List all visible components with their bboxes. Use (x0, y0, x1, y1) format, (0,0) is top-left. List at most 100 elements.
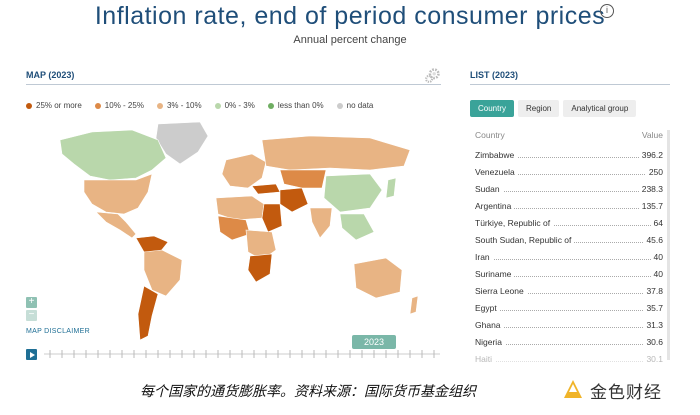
legend-dot (156, 102, 163, 109)
row-country: Sudan (475, 184, 503, 194)
row-value: 30.1 (643, 354, 663, 364)
row-value: 45.6 (643, 235, 663, 245)
legend-item-10-25[interactable]: 10% - 25% (94, 101, 144, 110)
list-item[interactable]: Egypt 35.7 (475, 301, 663, 318)
legend-item-no-data[interactable]: no data (336, 101, 374, 110)
list-item[interactable]: Venezuela 250 (475, 165, 663, 182)
map-region-iran (279, 187, 309, 213)
map-region-india (309, 207, 333, 239)
row-value: 396.2 (638, 150, 663, 160)
world-map[interactable] (40, 118, 440, 348)
row-country: Egypt (475, 303, 500, 313)
map-region-venezuela (135, 235, 169, 253)
list-heading-divider (470, 84, 670, 85)
column-header-value[interactable]: Value (641, 130, 663, 140)
map-region-central-asia (279, 169, 327, 189)
row-country: South Sudan, Republic of (475, 235, 575, 245)
row-value: 135.7 (638, 201, 663, 211)
legend-item-25-plus[interactable]: 25% or more (26, 101, 82, 110)
row-country: Nigeria (475, 337, 505, 347)
row-country: Türkiye, Republic of (475, 218, 554, 228)
zoom-in-button[interactable]: + (26, 297, 37, 308)
map-region-se-asia (339, 213, 375, 241)
row-country: Suriname (475, 269, 515, 279)
selected-year-badge[interactable]: 2023 (352, 335, 396, 349)
zoom-out-button[interactable]: − (26, 310, 37, 321)
country-list: Zimbabwe 396.2 Venezuela 250 Sudan 238.3 Ar… (475, 148, 663, 369)
page-subtitle: Annual percent change (293, 34, 407, 46)
row-value: 31.3 (643, 320, 663, 330)
page-title: Inflation rate, end of period consumer p… (94, 2, 606, 30)
list-item[interactable]: Argentina 135.7 (475, 199, 663, 216)
map-region-europe (221, 153, 267, 189)
column-header-country[interactable]: Country (475, 130, 505, 140)
legend-dot (94, 102, 101, 109)
map-region-argentina (137, 285, 159, 341)
row-value: 64 (650, 218, 663, 228)
map-legend: 25% or more 10% - 25% 3% - 10% 0% - 3% l… (26, 101, 373, 110)
map-heading-divider (26, 84, 441, 85)
row-country: Haiti (475, 354, 496, 364)
list-heading: LIST (2023) (470, 70, 519, 80)
row-country: Iran (475, 252, 493, 262)
list-item[interactable]: South Sudan, Republic of 45.6 (475, 233, 663, 250)
list-tabs: Country Region Analytical group (470, 100, 637, 117)
list-item[interactable]: Haiti 30.1 (475, 352, 663, 369)
tab-region[interactable]: Region (518, 100, 560, 117)
legend-item-negative[interactable]: less than 0% (267, 101, 324, 110)
map-region-russia (261, 135, 411, 171)
play-icon[interactable] (26, 349, 37, 360)
info-icon[interactable]: i (600, 4, 614, 18)
row-value: 30.6 (643, 337, 663, 347)
map-region-brazil (143, 249, 183, 297)
row-value: 37.8 (643, 286, 663, 296)
map-region-usa (83, 173, 153, 215)
tab-analytical-group[interactable]: Analytical group (563, 100, 637, 117)
legend-dot (336, 102, 343, 109)
map-region-turkey (251, 183, 281, 195)
map-region-china (323, 173, 383, 213)
list-item[interactable]: Sierra Leone 37.8 (475, 284, 663, 301)
list-item[interactable]: Zimbabwe 396.2 (475, 148, 663, 165)
map-region-japan (385, 177, 397, 199)
list-item[interactable]: Türkiye, Republic of 64 (475, 216, 663, 233)
map-region-north-africa (215, 195, 265, 221)
map-region-australia (353, 257, 403, 299)
legend-item-3-10[interactable]: 3% - 10% (156, 101, 202, 110)
list-item[interactable]: Ghana 31.3 (475, 318, 663, 335)
caption-text: 每个国家的通货膨胀率。资料来源：国际货币基金组织 (140, 384, 476, 400)
legend-dot (214, 102, 221, 109)
row-country: Venezuela (475, 167, 518, 177)
list-item[interactable]: Iran 40 (475, 250, 663, 267)
year-timeline-slider[interactable] (44, 348, 440, 360)
row-value: 250 (645, 167, 663, 177)
legend-label: 3% - 10% (166, 101, 202, 110)
map-region-new-zealand (409, 295, 419, 315)
legend-label: 25% or more (36, 101, 82, 110)
map-heading: MAP (2023) (26, 70, 75, 80)
map-region-mexico (95, 211, 137, 239)
row-country: Zimbabwe (475, 150, 518, 160)
legend-label: no data (346, 101, 374, 110)
caption-band (0, 364, 700, 415)
map-region-southern-africa (247, 253, 273, 283)
map-region-canada (59, 129, 167, 181)
row-value: 35.7 (643, 303, 663, 313)
map-region-west-africa (217, 215, 251, 241)
row-country: Argentina (475, 201, 515, 211)
legend-item-0-3[interactable]: 0% - 3% (214, 101, 255, 110)
list-item[interactable]: Nigeria 30.6 (475, 335, 663, 352)
legend-label: less than 0% (277, 101, 324, 110)
gear-icon[interactable] (424, 67, 441, 84)
tab-country[interactable]: Country (470, 100, 515, 117)
row-value: 40 (650, 252, 663, 262)
list-item[interactable]: Suriname 40 (475, 267, 663, 284)
list-item[interactable]: Sudan 238.3 (475, 182, 663, 199)
map-disclaimer-link[interactable]: MAP DISCLAIMER (26, 328, 90, 335)
map-region-sudan (261, 203, 283, 233)
legend-label: 10% - 25% (104, 101, 144, 110)
row-country: Sierra Leone (475, 286, 527, 296)
list-scrollbar[interactable] (667, 130, 670, 360)
legend-dot (26, 102, 32, 109)
row-country: Ghana (475, 320, 504, 330)
